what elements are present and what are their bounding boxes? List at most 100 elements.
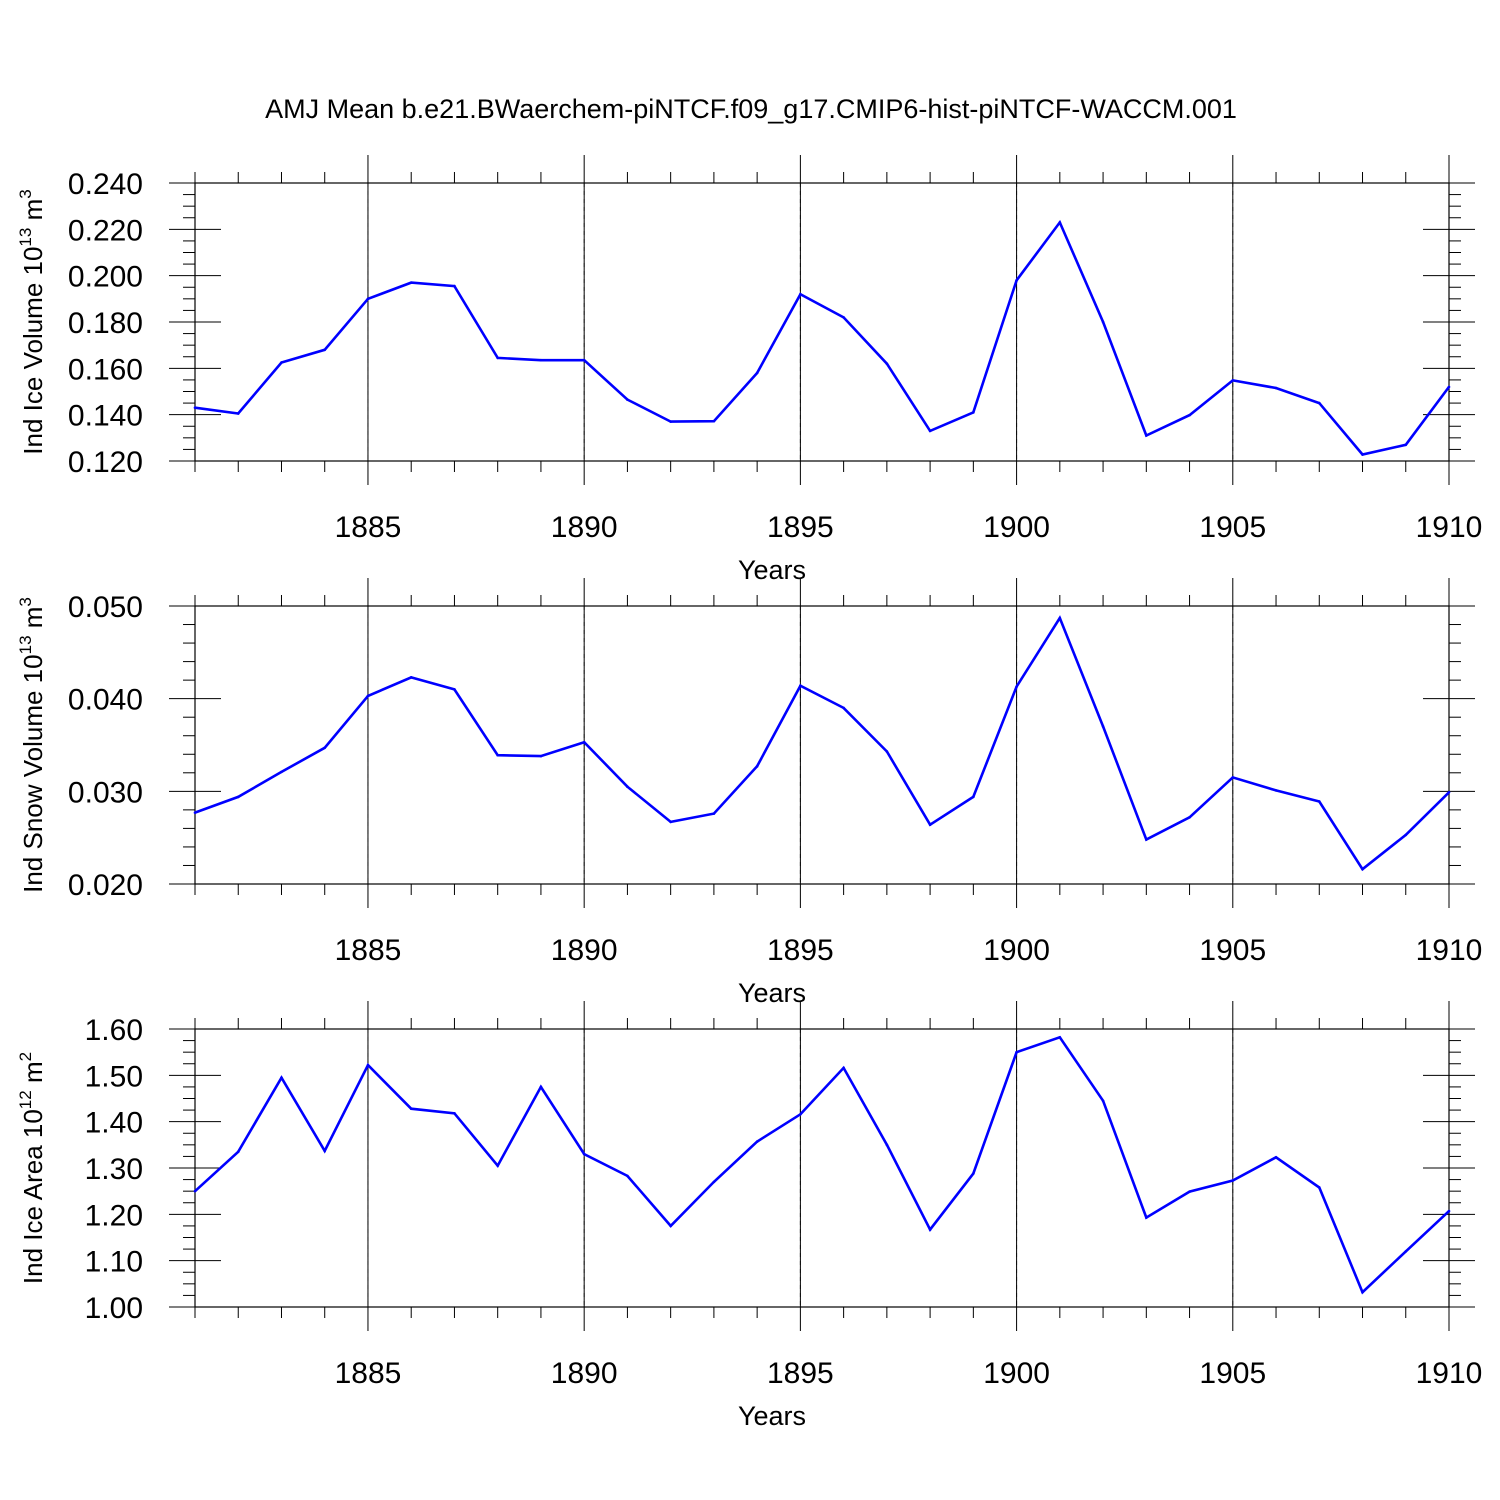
data-point	[1145, 1216, 1148, 1219]
data-point	[323, 1149, 327, 1153]
data-point	[539, 1085, 543, 1089]
data-point	[366, 297, 370, 301]
data-point	[1101, 320, 1105, 324]
data-point	[280, 770, 283, 774]
data-point	[1231, 379, 1235, 382]
data-point	[1188, 815, 1191, 819]
y-axis-label-part: 3	[16, 597, 35, 606]
data-point	[1317, 401, 1321, 405]
series-line	[194, 1035, 1450, 1295]
data-point	[236, 795, 240, 799]
data-point	[755, 371, 759, 375]
y-axis-label-part: 13	[16, 635, 35, 654]
data-point	[669, 420, 672, 423]
data-point	[1188, 1190, 1191, 1193]
data-point	[842, 1066, 845, 1070]
data-point	[409, 1107, 413, 1110]
data-point	[582, 1152, 586, 1156]
data-point	[1274, 789, 1278, 792]
data-point	[1274, 1156, 1278, 1159]
data-point	[1101, 725, 1105, 728]
data-point	[193, 1189, 197, 1193]
data-point	[799, 292, 802, 296]
data-point	[1404, 1250, 1408, 1253]
x-tick-label: 1900	[983, 511, 1050, 544]
y-tick-label: 1.30	[85, 1153, 143, 1186]
x-tick-label: 1895	[767, 511, 834, 544]
data-point	[1404, 443, 1408, 447]
data-point	[972, 411, 975, 414]
x-tick-label: 1910	[1416, 511, 1483, 544]
chart-title: AMJ Mean b.e21.BWaerchem-piNTCF.f09_g17.…	[265, 94, 1237, 124]
y-tick-label: 0.140	[68, 400, 143, 433]
y-tick-label: 1.00	[85, 1292, 143, 1325]
data-point	[1361, 1290, 1364, 1294]
data-point	[842, 316, 845, 319]
data-point	[323, 348, 327, 352]
x-axis-label: Years	[738, 1401, 806, 1431]
y-tick-label: 0.040	[68, 684, 143, 717]
y-axis-label-part: Ind Ice Volume 10	[18, 247, 48, 455]
x-axis-label: Years	[738, 555, 806, 585]
data-point	[626, 785, 629, 788]
data-point	[1404, 833, 1408, 837]
y-axis-label-part: m	[18, 1061, 48, 1090]
x-tick-label: 1910	[1416, 1357, 1483, 1390]
data-point	[1188, 413, 1191, 417]
data-point	[496, 1164, 499, 1167]
data-point	[236, 412, 240, 415]
data-point	[236, 1150, 240, 1154]
data-point	[1447, 790, 1451, 794]
x-tick-label: 1900	[983, 1357, 1050, 1390]
y-axis-label-part: Ind Snow Volume 10	[18, 654, 48, 893]
y-tick-label: 1.60	[85, 1014, 143, 1047]
y-axis-label-part: 12	[16, 1090, 35, 1109]
y-tick-label: 0.050	[68, 591, 143, 624]
data-point	[972, 1172, 975, 1175]
data-point	[453, 284, 456, 288]
data-point	[1317, 800, 1321, 803]
data-point	[712, 1180, 716, 1184]
data-point	[539, 754, 543, 758]
y-axis-label-part: 2	[16, 1052, 35, 1061]
data-point	[799, 684, 802, 687]
x-tick-label: 1885	[335, 934, 402, 967]
y-axis-label: Ind Ice Volume 1013 m3	[16, 189, 48, 454]
data-point	[453, 688, 456, 691]
data-point	[799, 1112, 802, 1116]
data-point	[1058, 221, 1062, 224]
y-axis-label: Ind Snow Volume 1013 m3	[16, 597, 48, 893]
data-point	[755, 1140, 759, 1143]
y-tick-label: 1.40	[85, 1107, 143, 1140]
data-point	[928, 1228, 932, 1231]
x-tick-label: 1895	[767, 934, 834, 967]
data-point	[539, 358, 543, 362]
data-point	[1015, 279, 1018, 282]
data-point	[1145, 838, 1148, 841]
x-tick-label: 1885	[335, 511, 402, 544]
x-tick-label: 1890	[551, 1357, 618, 1390]
data-point	[366, 694, 370, 698]
data-point	[409, 281, 413, 284]
panel-ice-volume: 1885 1890 1895 1900 1905 1910 Years 0.120 0.140 0…	[16, 155, 1482, 585]
data-point	[885, 750, 889, 753]
y-axis-label-part: Ind Ice Area 10	[18, 1109, 48, 1284]
data-point	[280, 1076, 283, 1079]
series-line	[194, 615, 1450, 872]
series-line	[194, 219, 1451, 456]
x-tick-label: 1905	[1199, 511, 1266, 544]
data-point	[712, 812, 716, 815]
data-point	[366, 1063, 370, 1067]
data-point	[972, 795, 975, 799]
data-point	[626, 398, 629, 401]
data-point	[1317, 1186, 1321, 1189]
x-tick-label: 1905	[1199, 934, 1266, 967]
data-point	[1447, 385, 1451, 389]
y-tick-label: 0.220	[68, 214, 143, 247]
y-tick-label: 0.020	[68, 869, 143, 902]
data-point	[1101, 1099, 1105, 1103]
y-tick-label: 1.10	[85, 1246, 143, 1279]
y-tick-label: 0.180	[68, 307, 143, 340]
data-point	[280, 361, 283, 364]
data-point	[1274, 386, 1278, 390]
